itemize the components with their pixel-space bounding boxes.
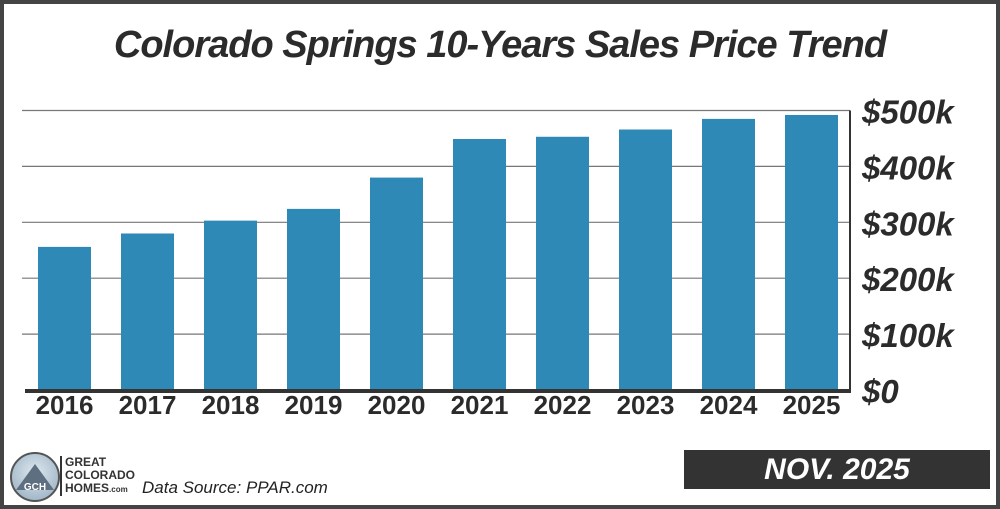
y-tick-label: $100k — [861, 317, 955, 354]
y-tick-label: $300k — [861, 205, 955, 242]
x-tick-label: 2017 — [119, 390, 177, 420]
bar-2023 — [619, 129, 672, 391]
bar-2025 — [785, 114, 838, 391]
bar-2016 — [38, 246, 91, 390]
y-tick-label: $500k — [861, 94, 955, 131]
y-tick-label: $400k — [861, 149, 955, 186]
x-tick-label: 2016 — [36, 390, 94, 420]
bar-2022 — [536, 136, 589, 390]
x-tick-label: 2022 — [534, 390, 592, 420]
x-tick-label: 2023 — [617, 390, 675, 420]
x-tick-label: 2025 — [783, 390, 841, 420]
brand-name: GREAT COLORADO HOMES.com — [60, 456, 135, 496]
date-badge: NOV. 2025 — [684, 450, 990, 489]
bar-2019 — [287, 208, 340, 390]
gch-logo-icon: GCH — [10, 452, 60, 502]
y-tick-label: $0 — [861, 373, 899, 410]
bar-2021 — [453, 139, 506, 390]
x-tick-label: 2024 — [700, 390, 758, 420]
data-source: Data Source: PPAR.com — [142, 478, 328, 497]
bar-2024 — [702, 118, 755, 390]
x-tick-label: 2021 — [451, 390, 509, 420]
y-tick-label: $200k — [861, 261, 955, 298]
bar-2020 — [370, 177, 423, 390]
chart-title: Colorado Springs 10-Years Sales Price Tr… — [113, 24, 887, 66]
x-tick-label: 2020 — [368, 390, 426, 420]
bar-2018 — [204, 220, 257, 390]
x-tick-label: 2018 — [202, 390, 260, 420]
bar-2017 — [121, 233, 174, 390]
x-tick-label: 2019 — [285, 390, 343, 420]
